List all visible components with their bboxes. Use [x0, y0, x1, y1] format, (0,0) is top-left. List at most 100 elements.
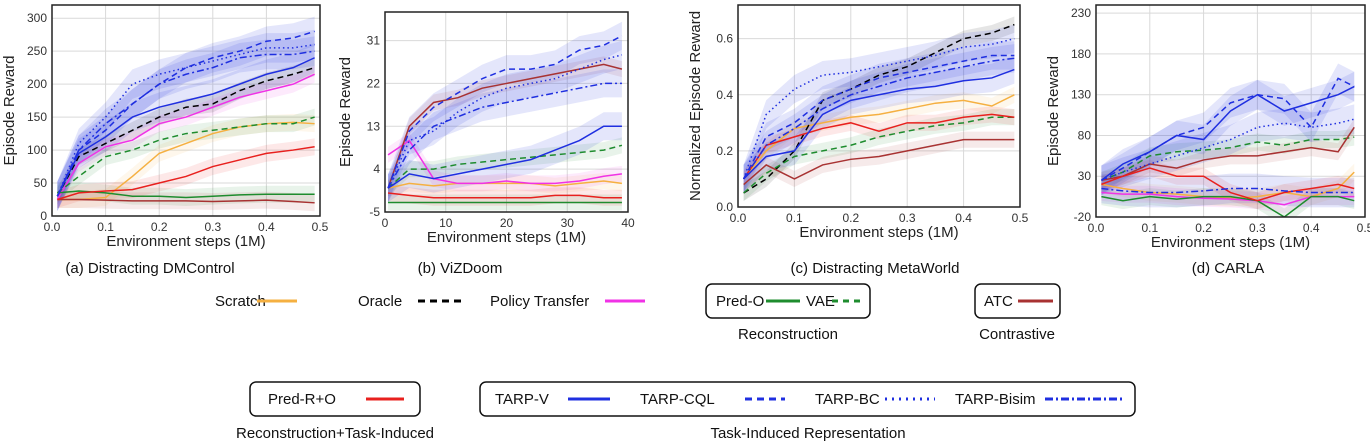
legend-label-tarp-bisim: TARP-Bisim: [955, 391, 1036, 408]
y-tick-label: -5: [369, 205, 380, 219]
legend-box-task-induced: [479, 381, 1136, 417]
y-tick-label: 80: [1078, 128, 1092, 142]
y-tick-label: 0: [40, 209, 47, 223]
y-tick-label: 31: [367, 34, 381, 48]
series-line-scratch: [743, 94, 1015, 180]
series-line-policy-transfer: [56, 73, 315, 200]
legend-label-tarp-cql: TARP-CQL: [640, 391, 715, 408]
x-tick-label: 0.2: [842, 211, 859, 225]
x-tick-label: 0.3: [1249, 221, 1266, 235]
legend-box-recon-task: [249, 381, 421, 417]
y-tick-label: 230: [1071, 6, 1091, 20]
series-line-tarp-v: [743, 68, 1015, 180]
x-tick-label: 0.4: [258, 220, 275, 234]
subplot-caption: (d) CARLA: [1192, 260, 1265, 277]
y-tick-label: 4: [373, 162, 380, 176]
y-tick-label: 50: [34, 176, 48, 190]
series-line-vae: [1101, 136, 1355, 182]
y-axis-label: Episode Reward: [1045, 56, 1062, 166]
x-tick-label: 0.1: [1141, 221, 1158, 235]
band-atc: [1101, 118, 1355, 189]
y-tick-label: 30: [1078, 169, 1092, 183]
series-line-oracle: [56, 66, 315, 197]
y-tick-label: 0.0: [716, 200, 733, 214]
legend-label-atc: ATC: [984, 293, 1013, 310]
band-policy-transfer: [57, 65, 315, 208]
series-line-tarp-v: [387, 125, 622, 189]
legend-label-scratch: Scratch: [215, 293, 266, 310]
series-line-tarp-v: [56, 57, 315, 197]
series-line-tarp-v: [1100, 85, 1355, 181]
series-line-tarp-bc: [387, 54, 623, 189]
band-vae: [743, 109, 1015, 202]
x-tick-label: 0.4: [1303, 221, 1320, 235]
y-tick-label: 22: [367, 76, 381, 90]
axes-frame: [1095, 4, 1366, 218]
x-tick-label: 10: [439, 216, 453, 230]
band-oracle: [743, 16, 1015, 202]
band-tarp-cql: [743, 41, 1015, 194]
series-line-pred-r-o: [387, 192, 622, 199]
band-tarp-v: [57, 42, 315, 211]
series-line-tarp-cql: [1101, 77, 1355, 181]
series-line-vae: [56, 116, 315, 194]
x-tick-label: 0: [382, 216, 389, 230]
band-tarp-bisim: [743, 44, 1015, 194]
x-axis-label: Environment steps (1M): [1151, 234, 1310, 251]
series-line-pred-r-o: [1101, 167, 1355, 202]
y-tick-label: 0.4: [716, 88, 733, 102]
legend-box-reconstruction: [705, 283, 871, 319]
series-line-scratch: [1101, 171, 1355, 199]
y-tick-label: 250: [27, 44, 47, 58]
x-axis-label: Environment steps (1M): [427, 229, 586, 246]
x-tick-label: 0.4: [955, 211, 972, 225]
axes-frame: [384, 11, 629, 213]
band-pred-r-o: [388, 184, 622, 206]
panel-3: 0.0 0.1 0.2 0.3 0.4 0.5 -20 30 80 130 180 230 Enviro…: [1045, 4, 1370, 277]
series-line-atc: [743, 138, 1015, 186]
series-line-tarp-cql: [742, 54, 1015, 180]
x-tick-label: 0.5: [312, 220, 329, 234]
legend-group-task-induced: Task-Induced Representation: [710, 425, 905, 442]
series-line-tarp-cql: [56, 30, 315, 197]
series-line-pred-o: [1101, 195, 1355, 217]
band-atc: [743, 131, 1015, 193]
series-line-tarp-bisim: [743, 57, 1015, 180]
y-axis-label: Episode Reward: [337, 57, 354, 167]
subplot-caption: (a) Distracting DMControl: [65, 260, 234, 277]
series-line-oracle: [743, 23, 1015, 194]
legend-label-pred-o: Pred-O: [716, 293, 764, 310]
legend-label-tarp-v: TARP-V: [495, 391, 549, 408]
x-tick-label: 20: [500, 216, 514, 230]
band-oracle: [57, 59, 315, 205]
band-tarp-bisim: [388, 69, 622, 203]
y-axis-label: Normalized Episode Reward: [687, 11, 704, 201]
band-scratch: [743, 86, 1015, 188]
series-line-vae: [743, 116, 1015, 194]
band-tarp-v: [1101, 71, 1355, 196]
subplot-caption: (c) Distracting MetaWorld: [791, 260, 960, 277]
x-tick-label: 0.5: [1012, 211, 1029, 225]
series-line-tarp-bc: [742, 37, 1015, 180]
y-tick-label: 130: [1071, 88, 1091, 102]
x-tick-label: 40: [621, 216, 635, 230]
series-line-tarp-bc: [1101, 118, 1355, 182]
legend-label-vae: VAE: [806, 293, 835, 310]
x-tick-label: 0.2: [151, 220, 168, 234]
legend-label-pred-r-o: Pred-R+O: [268, 391, 336, 408]
x-tick-label: 0.0: [44, 220, 61, 234]
band-tarp-bc: [743, 24, 1015, 194]
x-tick-label: 0.0: [1088, 221, 1105, 235]
series-line-pred-r-o: [743, 113, 1015, 180]
x-tick-label: 0.3: [899, 211, 916, 225]
legend: Scratch Oracle Policy Transfer Pred-O VA…: [215, 283, 1136, 442]
band-vae: [388, 137, 622, 197]
axes-frame: [737, 4, 1021, 208]
legend-label-oracle: Oracle: [358, 293, 402, 310]
band-pred-r-o: [743, 106, 1015, 188]
x-tick-label: 0.0: [730, 211, 747, 225]
legend-group-reconstruction: Reconstruction: [738, 326, 838, 343]
band-tarp-cql: [388, 21, 622, 203]
